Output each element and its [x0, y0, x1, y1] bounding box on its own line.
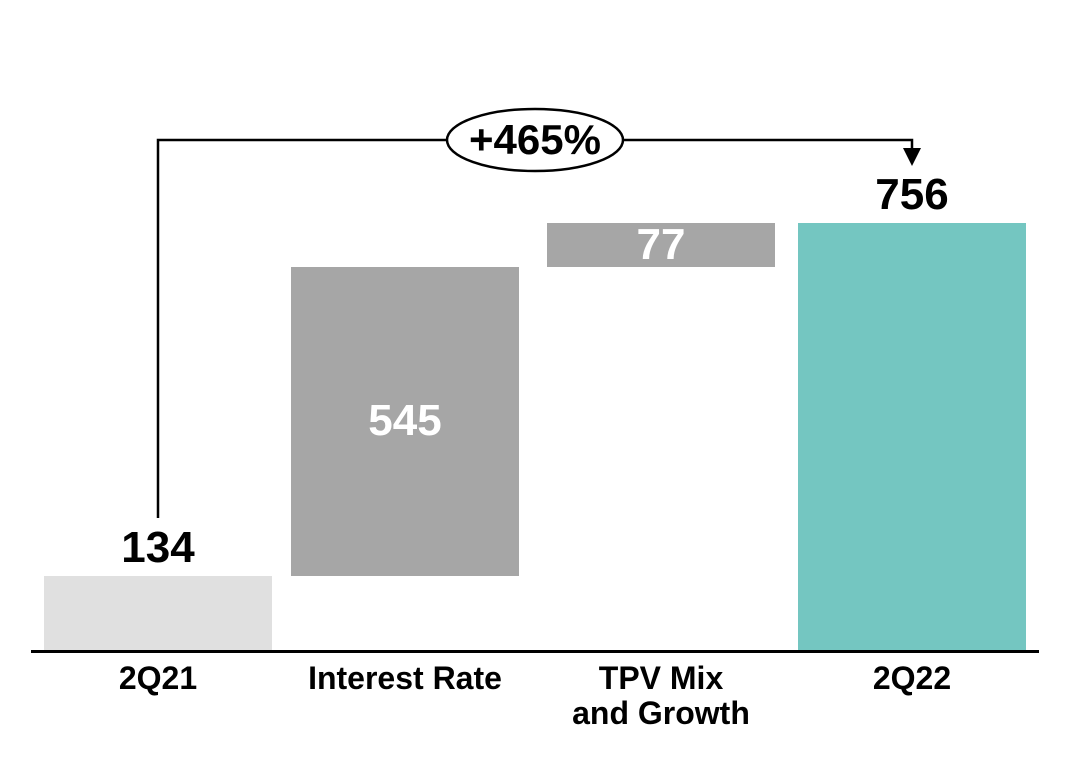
growth-annotation-label: +465% [469, 116, 601, 163]
bar: 77 [547, 219, 775, 269]
bar [798, 222, 1026, 652]
bar-value-label: 134 [121, 522, 195, 572]
bar-value-label: 545 [368, 396, 442, 446]
category-label: 2Q21 [118, 660, 198, 696]
bar [44, 575, 272, 652]
arrowhead-icon [903, 148, 921, 166]
bar-value-label: 756 [875, 169, 949, 219]
annotation-ellipse [445, 107, 625, 173]
x-axis-line [31, 650, 1039, 653]
bar: 545 [291, 266, 519, 576]
category-label: Interest Rate [308, 660, 502, 696]
bar-value-label: 77 [636, 219, 686, 269]
category-label: TPV Mix and Growth [572, 660, 750, 732]
category-label: 2Q22 [872, 660, 952, 696]
